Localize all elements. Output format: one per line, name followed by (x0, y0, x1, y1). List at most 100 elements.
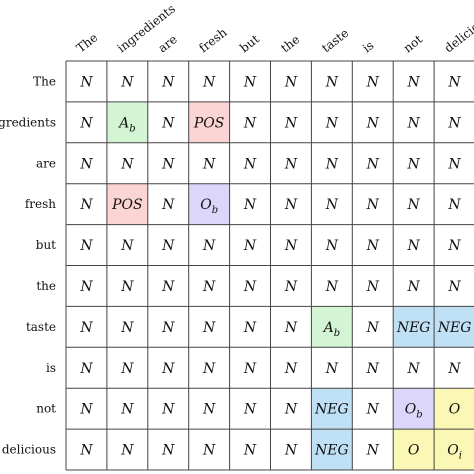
grid-cell: N (188, 388, 230, 430)
cell-tag: N (284, 320, 298, 336)
cell-background (66, 388, 107, 430)
grid-cell: N (229, 347, 271, 389)
cell-label: N (325, 156, 339, 172)
cell-background (106, 265, 148, 307)
cell-tag: N (202, 443, 216, 459)
cell-background (229, 347, 271, 389)
cell-tag: N (366, 443, 380, 459)
cell-label: N (284, 156, 298, 172)
grid-cell: N (434, 347, 474, 389)
cell-label: N (202, 279, 216, 295)
grid-cell: N (352, 265, 394, 307)
cell-label: N (284, 74, 298, 90)
cell-label: N (161, 402, 175, 418)
grid-cell: N (434, 101, 474, 143)
cell-tag: N (325, 361, 339, 377)
cell-background (147, 183, 189, 225)
grid-cell: N (106, 142, 148, 184)
cell-label: N (120, 443, 134, 459)
cell-label: N (120, 361, 134, 377)
cell-background (311, 142, 353, 184)
grid-cell: N (311, 347, 353, 389)
cell-label: N (120, 156, 134, 172)
cell-tag: N (79, 443, 93, 459)
cell-background (106, 142, 148, 184)
cell-label: Ob (200, 197, 218, 216)
grid-cell: N (66, 142, 107, 184)
grid-cell: N (393, 183, 435, 225)
grid-cell: N (311, 142, 353, 184)
cell-tag: A (322, 320, 334, 336)
cell-label: NEG (437, 320, 472, 336)
grid-cell: N (352, 388, 394, 430)
cells-layer: N N N N N N N N N N N Ab N POS N N N N N N N N N N N N N N N N N POS N Ob… (66, 61, 474, 470)
grid-cell: N (270, 224, 312, 266)
cell-background (311, 224, 353, 266)
grid-cell: N (352, 142, 394, 184)
cell-background (434, 183, 474, 225)
row-header: the (36, 279, 56, 293)
grid-cell: N (434, 265, 474, 307)
cell-tag: N (161, 443, 175, 459)
cell-background (270, 347, 312, 389)
grid-cell: N (352, 183, 394, 225)
grid-cell: N (311, 183, 353, 225)
cell-tag: N (284, 402, 298, 418)
cell-tag: N (447, 279, 461, 295)
cell-background (393, 61, 435, 102)
cell-label: N (79, 320, 93, 336)
grid-cell: N (147, 306, 189, 348)
cell-label: N (79, 115, 93, 131)
cell-tag: N (366, 74, 380, 90)
cell-label: N (284, 320, 298, 336)
cell-background (393, 306, 435, 348)
cell-background (311, 101, 353, 143)
grid-cell: N (147, 265, 189, 307)
row-header: ingredients (0, 115, 56, 129)
grid-cell: Ab (311, 306, 353, 348)
cell-tag: N (120, 156, 134, 172)
grid-cell: Oi (434, 429, 474, 470)
cell-label: N (243, 74, 257, 90)
cell-background (393, 388, 435, 430)
cell-background (106, 388, 148, 430)
cell-label: N (447, 74, 461, 90)
grid-cell: NEG (434, 306, 474, 348)
grid-cell: N (147, 347, 189, 389)
cell-tag: N (202, 279, 216, 295)
cell-label: N (243, 320, 257, 336)
cell-tag: N (447, 238, 461, 254)
grid-lines (65, 60, 474, 471)
cell-background (229, 429, 271, 470)
grid-cell: N (66, 61, 107, 102)
cell-label: N (325, 197, 339, 213)
cell-label: N (284, 238, 298, 254)
cell-label: N (407, 197, 421, 213)
cell-background (66, 183, 107, 225)
cell-tag: N (284, 443, 298, 459)
cell-tag: N (161, 115, 175, 131)
cell-tag: N (325, 115, 339, 131)
cell-background (311, 429, 353, 470)
cell-background (434, 265, 474, 307)
cell-label: N (284, 443, 298, 459)
cell-background (393, 183, 435, 225)
cell-label: N (447, 279, 461, 295)
cell-tag: N (407, 238, 421, 254)
cell-tag: N (79, 197, 93, 213)
cell-background (434, 388, 474, 430)
cell-subscript: b (334, 328, 340, 339)
cell-tag: N (161, 320, 175, 336)
cell-tag: N (202, 320, 216, 336)
cell-tag: NEG (314, 443, 349, 459)
grid-cell: N (188, 61, 230, 102)
grid-cell: N (270, 347, 312, 389)
column-header: fresh (196, 25, 229, 55)
cell-label: N (407, 361, 421, 377)
cell-background (147, 224, 189, 266)
cell-tag: N (161, 238, 175, 254)
row-headers: The ingredients are fresh but the taste is not de… (0, 74, 56, 456)
cell-label: N (243, 443, 257, 459)
cell-background (188, 306, 230, 348)
